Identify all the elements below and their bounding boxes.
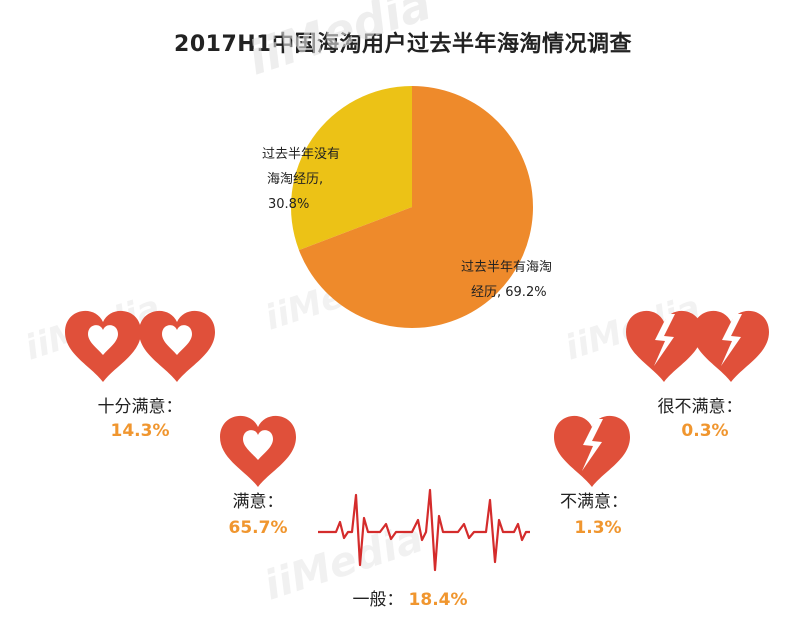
pie-slice-0: [291, 85, 412, 251]
slice-label-yes: 过去半年有海淘 经历, 69.2%: [461, 260, 552, 300]
slice-no-label-line-1: 过去半年没有: [262, 147, 340, 162]
category-name-satisfied: 满意：: [233, 492, 284, 512]
category-name-very-satisfied: 十分满意：: [98, 397, 183, 417]
broken-heart-icon: [554, 415, 630, 487]
slice-yes-label-line-2: 经历, 69.2%: [471, 285, 547, 300]
slice-no-label-line-3: 30.8%: [268, 197, 309, 212]
category-value-very-satisfied: 14.3%: [111, 421, 170, 441]
category-average: 一般： 18.4%: [352, 590, 467, 610]
category-name-dissatisfied: 不满意：: [560, 492, 628, 512]
category-name-average: 一般：: [352, 590, 403, 610]
pie-chart: [291, 85, 533, 328]
category-value-very-dissatisfied: 0.3%: [681, 421, 728, 441]
slice-yes-label-line-1: 过去半年有海淘: [461, 260, 552, 275]
slice-no-label-line-2: 海淘经历,: [267, 172, 323, 187]
category-value-satisfied: 65.7%: [229, 518, 288, 538]
heartbeat-line-icon: [318, 488, 530, 572]
full-heart-icon: [220, 415, 296, 487]
svg-text:iiMedia: iiMedia: [242, 0, 438, 85]
category-value-dissatisfied: 1.3%: [574, 518, 621, 538]
chart-title: 2017H1中国海淘用户过去半年海淘情况调查: [174, 32, 632, 57]
slice-label-no: 过去半年没有 海淘经历, 30.8%: [262, 147, 340, 212]
pie-slice-1: [298, 85, 533, 328]
category-name-very-dissatisfied: 很不满意：: [658, 397, 743, 417]
two-broken-hearts-icon: [626, 310, 769, 382]
category-value-average: 18.4%: [409, 590, 468, 610]
